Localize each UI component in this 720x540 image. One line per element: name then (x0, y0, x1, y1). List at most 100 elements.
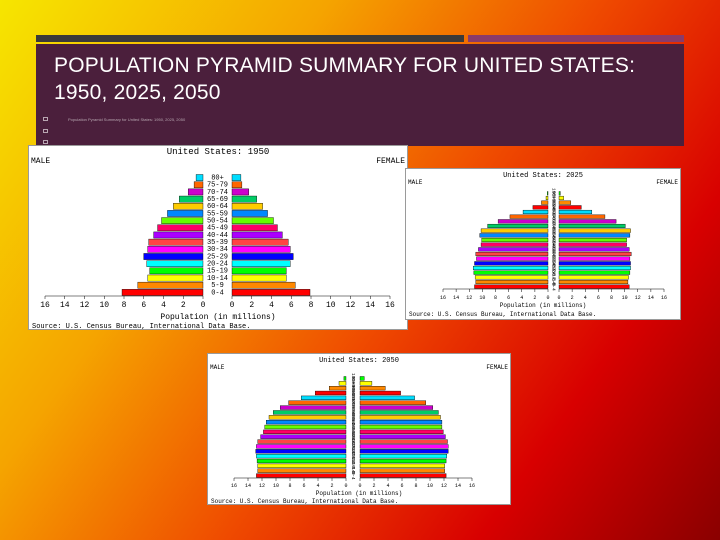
male-label: MALE (31, 157, 50, 166)
female-bar (558, 265, 631, 271)
age-label: 0-4 (350, 472, 356, 480)
age-label: 10-14 (207, 275, 228, 283)
male-bar (474, 284, 549, 289)
x-tick-label: 6 (400, 483, 403, 489)
female-bar (231, 210, 268, 217)
age-label: 35-39 (550, 247, 556, 261)
x-tick-label: 10 (479, 295, 485, 301)
x-tick-label: 10 (273, 483, 279, 489)
age-label: 40-44 (550, 243, 556, 257)
age-label: 15-19 (550, 266, 556, 280)
x-tick-label: 14 (365, 301, 375, 310)
age-label: 50-54 (550, 233, 556, 247)
female-bar (231, 217, 274, 224)
male-bar (147, 246, 204, 253)
x-tick-label: 0 (344, 483, 347, 489)
x-tick-label: 4 (386, 483, 389, 489)
age-label: 95-99 (550, 191, 556, 205)
pyramid-chart-1950: United States: 1950 MALE FEMALE 0-4 5-9 10-14… (28, 145, 408, 330)
female-bar (359, 395, 415, 400)
age-label: 30-34 (550, 252, 556, 266)
x-tick-label: 6 (289, 301, 294, 310)
age-label: 65-69 (207, 196, 228, 204)
male-bar (147, 274, 204, 282)
male-bar (545, 195, 549, 201)
age-label: 85-89 (550, 201, 556, 215)
age-label: 40-44 (350, 430, 356, 444)
male-bar (509, 214, 549, 219)
age-label: 15-19 (350, 454, 356, 468)
female-bar (231, 238, 289, 246)
female-bar (231, 203, 263, 210)
age-label: 65-69 (350, 406, 356, 420)
female-bar (231, 267, 287, 275)
male-bar (300, 395, 347, 400)
female-bar (231, 281, 296, 289)
male-label: MALE (408, 179, 423, 186)
male-bar (472, 265, 549, 271)
male-bar (187, 188, 204, 196)
x-tick-label: 14 (648, 295, 654, 301)
x-tick-label: 4 (520, 295, 523, 301)
male-bar (475, 251, 549, 257)
age-label: 10-14 (550, 271, 556, 285)
x-tick-label: 6 (507, 295, 510, 301)
male-bar (272, 410, 347, 415)
female-bar (558, 279, 629, 285)
x-tick-label: 2 (181, 301, 186, 310)
x-tick-label: 14 (245, 483, 251, 489)
x-tick-label: 12 (346, 301, 356, 310)
female-bar (558, 284, 630, 289)
top-accent-bar-purple (468, 35, 684, 42)
male-bar (193, 181, 204, 189)
male-bar (476, 256, 549, 261)
age-label: 5-9 (550, 278, 556, 286)
age-label: 65-69 (550, 219, 556, 233)
x-tick-label: 0 (358, 483, 361, 489)
male-bar (173, 203, 204, 210)
x-tick-label: 16 (661, 295, 667, 301)
male-bar (474, 275, 549, 280)
x-tick-label: 6 (302, 483, 305, 489)
x-tick-label: 4 (584, 295, 587, 301)
x-tick-label: 0 (557, 295, 560, 301)
age-label: 75-79 (350, 396, 356, 410)
x-tick-label: 10 (427, 483, 433, 489)
x-tick-label: 12 (441, 483, 447, 489)
male-bar (161, 217, 204, 224)
pyramid-chart-2050: United States: 2050 MALE FEMALE 0-4 5-9 10-14… (207, 353, 511, 505)
female-bar (359, 468, 445, 473)
female-label: FEMALE (486, 364, 508, 371)
age-label: 20-24 (350, 449, 356, 463)
age-label: 25-29 (550, 257, 556, 271)
female-bar (359, 386, 386, 391)
x-tick-label: 2 (249, 301, 254, 310)
male-label: MALE (210, 364, 225, 371)
age-label: 60-64 (207, 203, 228, 211)
female-bar (231, 174, 242, 181)
female-bar (558, 247, 630, 252)
female-bar (558, 209, 593, 215)
chart-title: United States: 2050 (319, 357, 399, 365)
male-bar (257, 439, 347, 444)
x-axis-label: Population (in millions) (316, 490, 402, 497)
age-label: 50-54 (350, 420, 356, 434)
age-label: 5-9 (350, 467, 356, 475)
female-bar (359, 434, 446, 439)
male-bar (153, 231, 204, 239)
x-tick-label: 14 (453, 295, 459, 301)
x-tick-label: 14 (60, 301, 70, 310)
male-bar (157, 224, 204, 232)
age-label: 60-64 (350, 411, 356, 425)
male-bar (257, 463, 347, 468)
female-bar (558, 223, 626, 229)
female-bar (359, 415, 441, 420)
female-bar (558, 214, 606, 219)
female-bar (231, 246, 291, 253)
x-tick-label: 16 (385, 301, 395, 310)
x-tick-label: 6 (597, 295, 600, 301)
male-bar (121, 289, 204, 296)
x-tick-label: 2 (372, 483, 375, 489)
male-bar (146, 260, 204, 267)
male-bar (480, 242, 549, 247)
